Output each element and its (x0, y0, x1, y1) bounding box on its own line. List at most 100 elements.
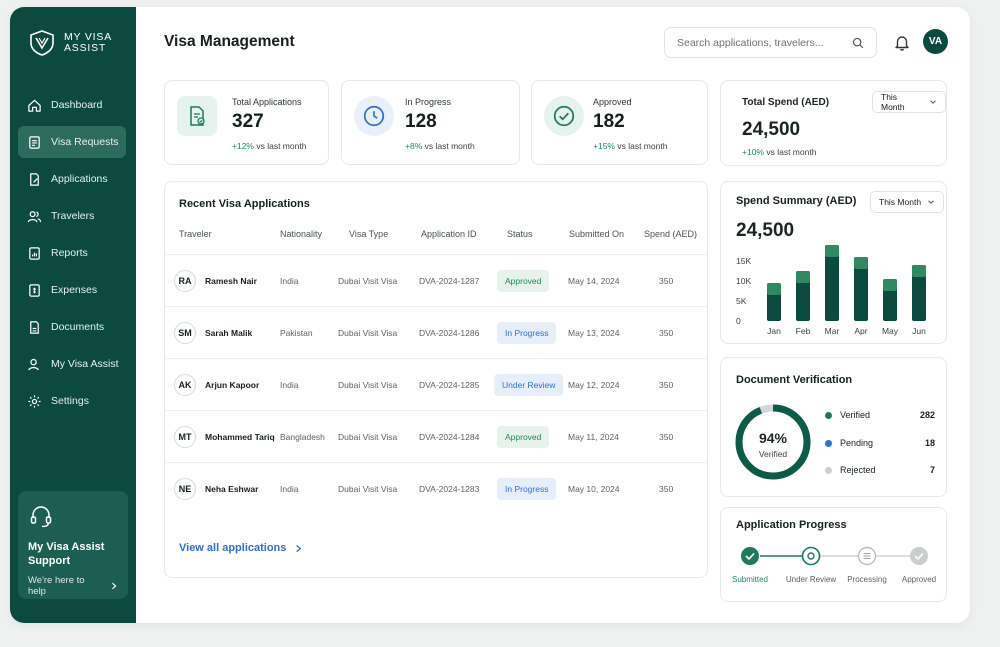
brand-logo[interactable]: MY VISA ASSIST (28, 29, 112, 57)
x-tick-label: Mar (825, 326, 840, 336)
period-dropdown[interactable]: This Month (872, 91, 946, 113)
period-value: This Month (879, 197, 922, 207)
cell-visa-type: Dubai Visit Visa (338, 276, 398, 286)
search-input[interactable] (677, 36, 837, 49)
cell-submitted: May 14, 2024 (568, 276, 620, 286)
sidebar: MY VISA ASSIST Dashboard Visa Requests A… (10, 7, 136, 623)
cell-spend: 350 (659, 484, 674, 494)
traveler-avatar: NE (174, 478, 196, 500)
spend-summary-value: 24,500 (736, 220, 795, 241)
x-tick-label: Feb (796, 326, 811, 336)
cell-submitted: May 10, 2024 (568, 484, 620, 494)
table-row[interactable]: NE Neha Eshwar India Dubai Visit Visa DVA-20… (165, 462, 708, 514)
recent-applications-card: Recent Visa Applications Traveler Nation… (164, 181, 708, 578)
step-label: Under Review (785, 575, 837, 584)
table-row[interactable]: RA Ramesh Nair India Dubai Visit Visa DVA-20… (165, 254, 708, 306)
cell-app-id: DVA-2024-1283 (419, 484, 480, 494)
sidebar-item-documents[interactable]: Documents (18, 311, 126, 343)
avatar[interactable]: VA (923, 29, 948, 54)
step-processing-icon (857, 546, 877, 566)
trend-text: vs last month (766, 147, 817, 157)
sidebar-item-dashboard[interactable]: Dashboard (18, 89, 126, 121)
table-row[interactable]: AK Arjun Kapoor India Dubai Visit Visa DVA-2… (165, 358, 708, 410)
sidebar-item-visa-requests[interactable]: Visa Requests (18, 126, 126, 158)
sidebar-item-expenses[interactable]: Expenses (18, 274, 126, 306)
bar-apr[interactable] (854, 257, 868, 321)
bar-jun[interactable] (912, 265, 926, 321)
total-spend-label: Total Spend (AED) (742, 97, 830, 108)
period-dropdown[interactable]: This Month (870, 191, 945, 213)
sidebar-item-label: Expenses (51, 284, 98, 296)
cell-spend: 350 (659, 328, 674, 338)
chevron-down-icon (930, 100, 936, 104)
x-tick-label: Jan (767, 326, 781, 336)
bar-top-apr (854, 257, 868, 269)
trend-percent: +12% (232, 141, 254, 151)
support-link[interactable]: We're here to help (28, 575, 118, 597)
bar-top-jun (912, 265, 926, 277)
step-label: Processing (847, 575, 887, 584)
bar-mar[interactable] (825, 245, 839, 321)
shield-logo-icon (30, 30, 54, 56)
stat-trend: +15% vs last month (593, 141, 667, 151)
expense-icon (29, 283, 40, 297)
view-all-label: View all applications (179, 542, 287, 554)
table-row[interactable]: SM Sarah Malik Pakistan Dubai Visit Visa DVA… (165, 306, 708, 358)
spend-bar-chart: 0 5K 10K 15K Jan Feb Mar Apr May Jun (736, 245, 926, 336)
y-tick-label: 5K (736, 296, 747, 306)
donut-label: Verified (758, 449, 788, 459)
spend-summary-card: Spend Summary (AED) This Month 24,500 0 5… (720, 181, 947, 344)
sidebar-item-label: My Visa Assist (51, 358, 119, 370)
stat-value: 327 (232, 111, 264, 132)
legend-label: Pending (840, 438, 874, 448)
cell-spend: 350 (659, 380, 674, 390)
stat-trend: +10% vs last month (742, 147, 816, 157)
traveler-avatar: MT (174, 426, 196, 448)
bell-icon[interactable] (893, 33, 911, 51)
bar-top-may (883, 279, 897, 291)
legend-value: 282 (919, 410, 935, 420)
view-all-link[interactable]: View all applications (179, 542, 303, 554)
bar-top-feb (796, 271, 810, 283)
sidebar-item-reports[interactable]: Reports (18, 237, 126, 269)
legend-label: Verified (840, 410, 871, 420)
status-badge: Under Review (494, 374, 564, 396)
table-row[interactable]: MT Mohammed Tariq Bangladesh Dubai Visit Vi… (165, 410, 708, 462)
column-header: Visa Type (349, 229, 389, 239)
bar-feb[interactable] (796, 271, 810, 321)
chevron-down-icon (928, 200, 934, 204)
period-value: This Month (881, 92, 905, 112)
trend-percent: +10% (742, 147, 764, 157)
stat-label: Approved (593, 97, 632, 107)
stat-card-total-applications: Total Applications 327 +12% vs last mont… (164, 80, 329, 165)
sidebar-item-applications[interactable]: Applications (18, 163, 126, 195)
column-header: Spend (AED) (644, 229, 698, 239)
sidebar-item-label: Reports (51, 247, 88, 259)
cell-nationality: Pakistan (280, 328, 313, 338)
support-subtitle: We're here to help (28, 575, 85, 597)
stat-icon-wrap (544, 96, 584, 136)
users-icon (27, 210, 42, 222)
section-title: Document Verification (736, 374, 853, 386)
status-badge: Approved (497, 270, 550, 292)
search-icon[interactable] (852, 37, 864, 49)
sidebar-item-settings[interactable]: Settings (18, 385, 126, 417)
status-badge: In Progress (497, 478, 557, 500)
status-badge: Approved (497, 426, 550, 448)
legend-label: Rejected (840, 465, 876, 475)
section-title: Recent Visa Applications (179, 198, 310, 210)
report-icon (29, 246, 40, 260)
trend-percent: +15% (593, 141, 615, 151)
sidebar-item-travelers[interactable]: Travelers (18, 200, 126, 232)
cell-app-id: DVA-2024-1284 (419, 432, 480, 442)
progress-stepper (741, 546, 928, 566)
stat-label: Total Applications (232, 97, 302, 107)
search-box[interactable] (664, 27, 877, 58)
page-title: Visa Management (164, 33, 295, 50)
sidebar-item-my-visa-assist[interactable]: My Visa Assist (18, 348, 126, 380)
cell-visa-type: Dubai Visit Visa (338, 484, 398, 494)
legend-dot (825, 466, 832, 474)
cell-spend: 350 (659, 276, 674, 286)
brand-line-2: ASSIST (64, 42, 107, 54)
support-card[interactable]: My Visa Assist Support We're here to hel… (18, 491, 128, 599)
